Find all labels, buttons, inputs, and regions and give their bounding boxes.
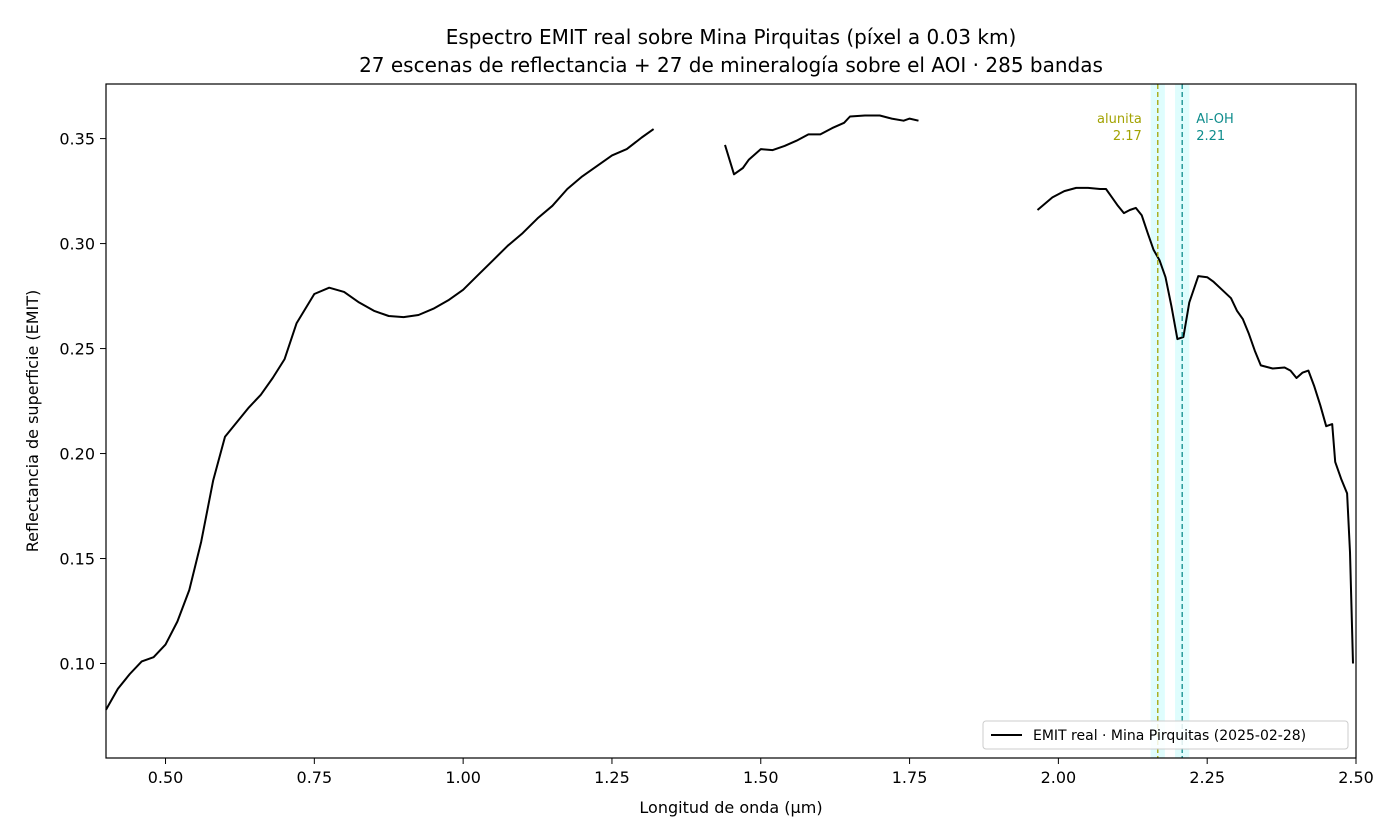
annotation-value-0: 2.17	[1113, 129, 1142, 144]
legend: EMIT real · Mina Pirquitas (2025-02-28)	[982, 720, 1349, 750]
plot-frame	[105, 83, 1357, 759]
legend-entry: EMIT real · Mina Pirquitas (2025-02-28)	[1033, 728, 1306, 744]
chart-title: Espectro EMIT real sobre Mina Pirquitas …	[446, 25, 1017, 49]
x-axis-ticks: 0.50 0.75 1.00 1.25 1.50 1.75 2.00 2.25 2.50	[148, 758, 1374, 787]
y-tick-label-1: 0.15	[59, 550, 95, 569]
chart-subtitle: 27 escenas de reflectancia + 27 de miner…	[359, 53, 1103, 77]
spectrum-segment-2	[1036, 186, 1354, 664]
y-axis-label: Reflectancia de superficie (EMIT)	[23, 290, 42, 553]
legend-box	[982, 720, 1349, 750]
annotation-label-0: alunita	[1097, 112, 1142, 127]
y-tick-label-0: 0.10	[59, 655, 95, 674]
x-tick-label-4: 1.50	[743, 768, 779, 787]
x-tick-label-2: 1.00	[445, 768, 481, 787]
y-axis-ticks: 0.10 0.15 0.20 0.25 0.30 0.35	[59, 130, 106, 674]
y-tick-label-5: 0.35	[59, 130, 95, 149]
x-tick-label-0: 0.50	[148, 768, 184, 787]
x-tick-label-3: 1.25	[594, 768, 630, 787]
x-axis-label: Longitud de onda (µm)	[639, 798, 822, 817]
spectrum-segment-1	[724, 114, 919, 176]
annotation-lines	[1157, 84, 1183, 758]
y-tick-label-4: 0.30	[59, 235, 95, 254]
x-tick-label-1: 0.75	[297, 768, 333, 787]
spectrum-segment-0	[105, 128, 655, 711]
absorption-bands	[1150, 84, 1190, 758]
x-tick-label-7: 2.25	[1189, 768, 1225, 787]
annotation-value-1: 2.21	[1196, 129, 1225, 144]
y-tick-label-2: 0.20	[59, 445, 95, 464]
annotation-label-1: Al-OH	[1196, 112, 1234, 127]
x-tick-label-8: 2.50	[1338, 768, 1374, 787]
annotation-labels: alunita 2.17 Al-OH 2.21	[1097, 112, 1234, 144]
x-tick-label-5: 1.75	[892, 768, 928, 787]
x-tick-label-6: 2.00	[1041, 768, 1077, 787]
spectrum-lines	[105, 114, 1354, 711]
y-tick-label-3: 0.25	[59, 340, 95, 359]
